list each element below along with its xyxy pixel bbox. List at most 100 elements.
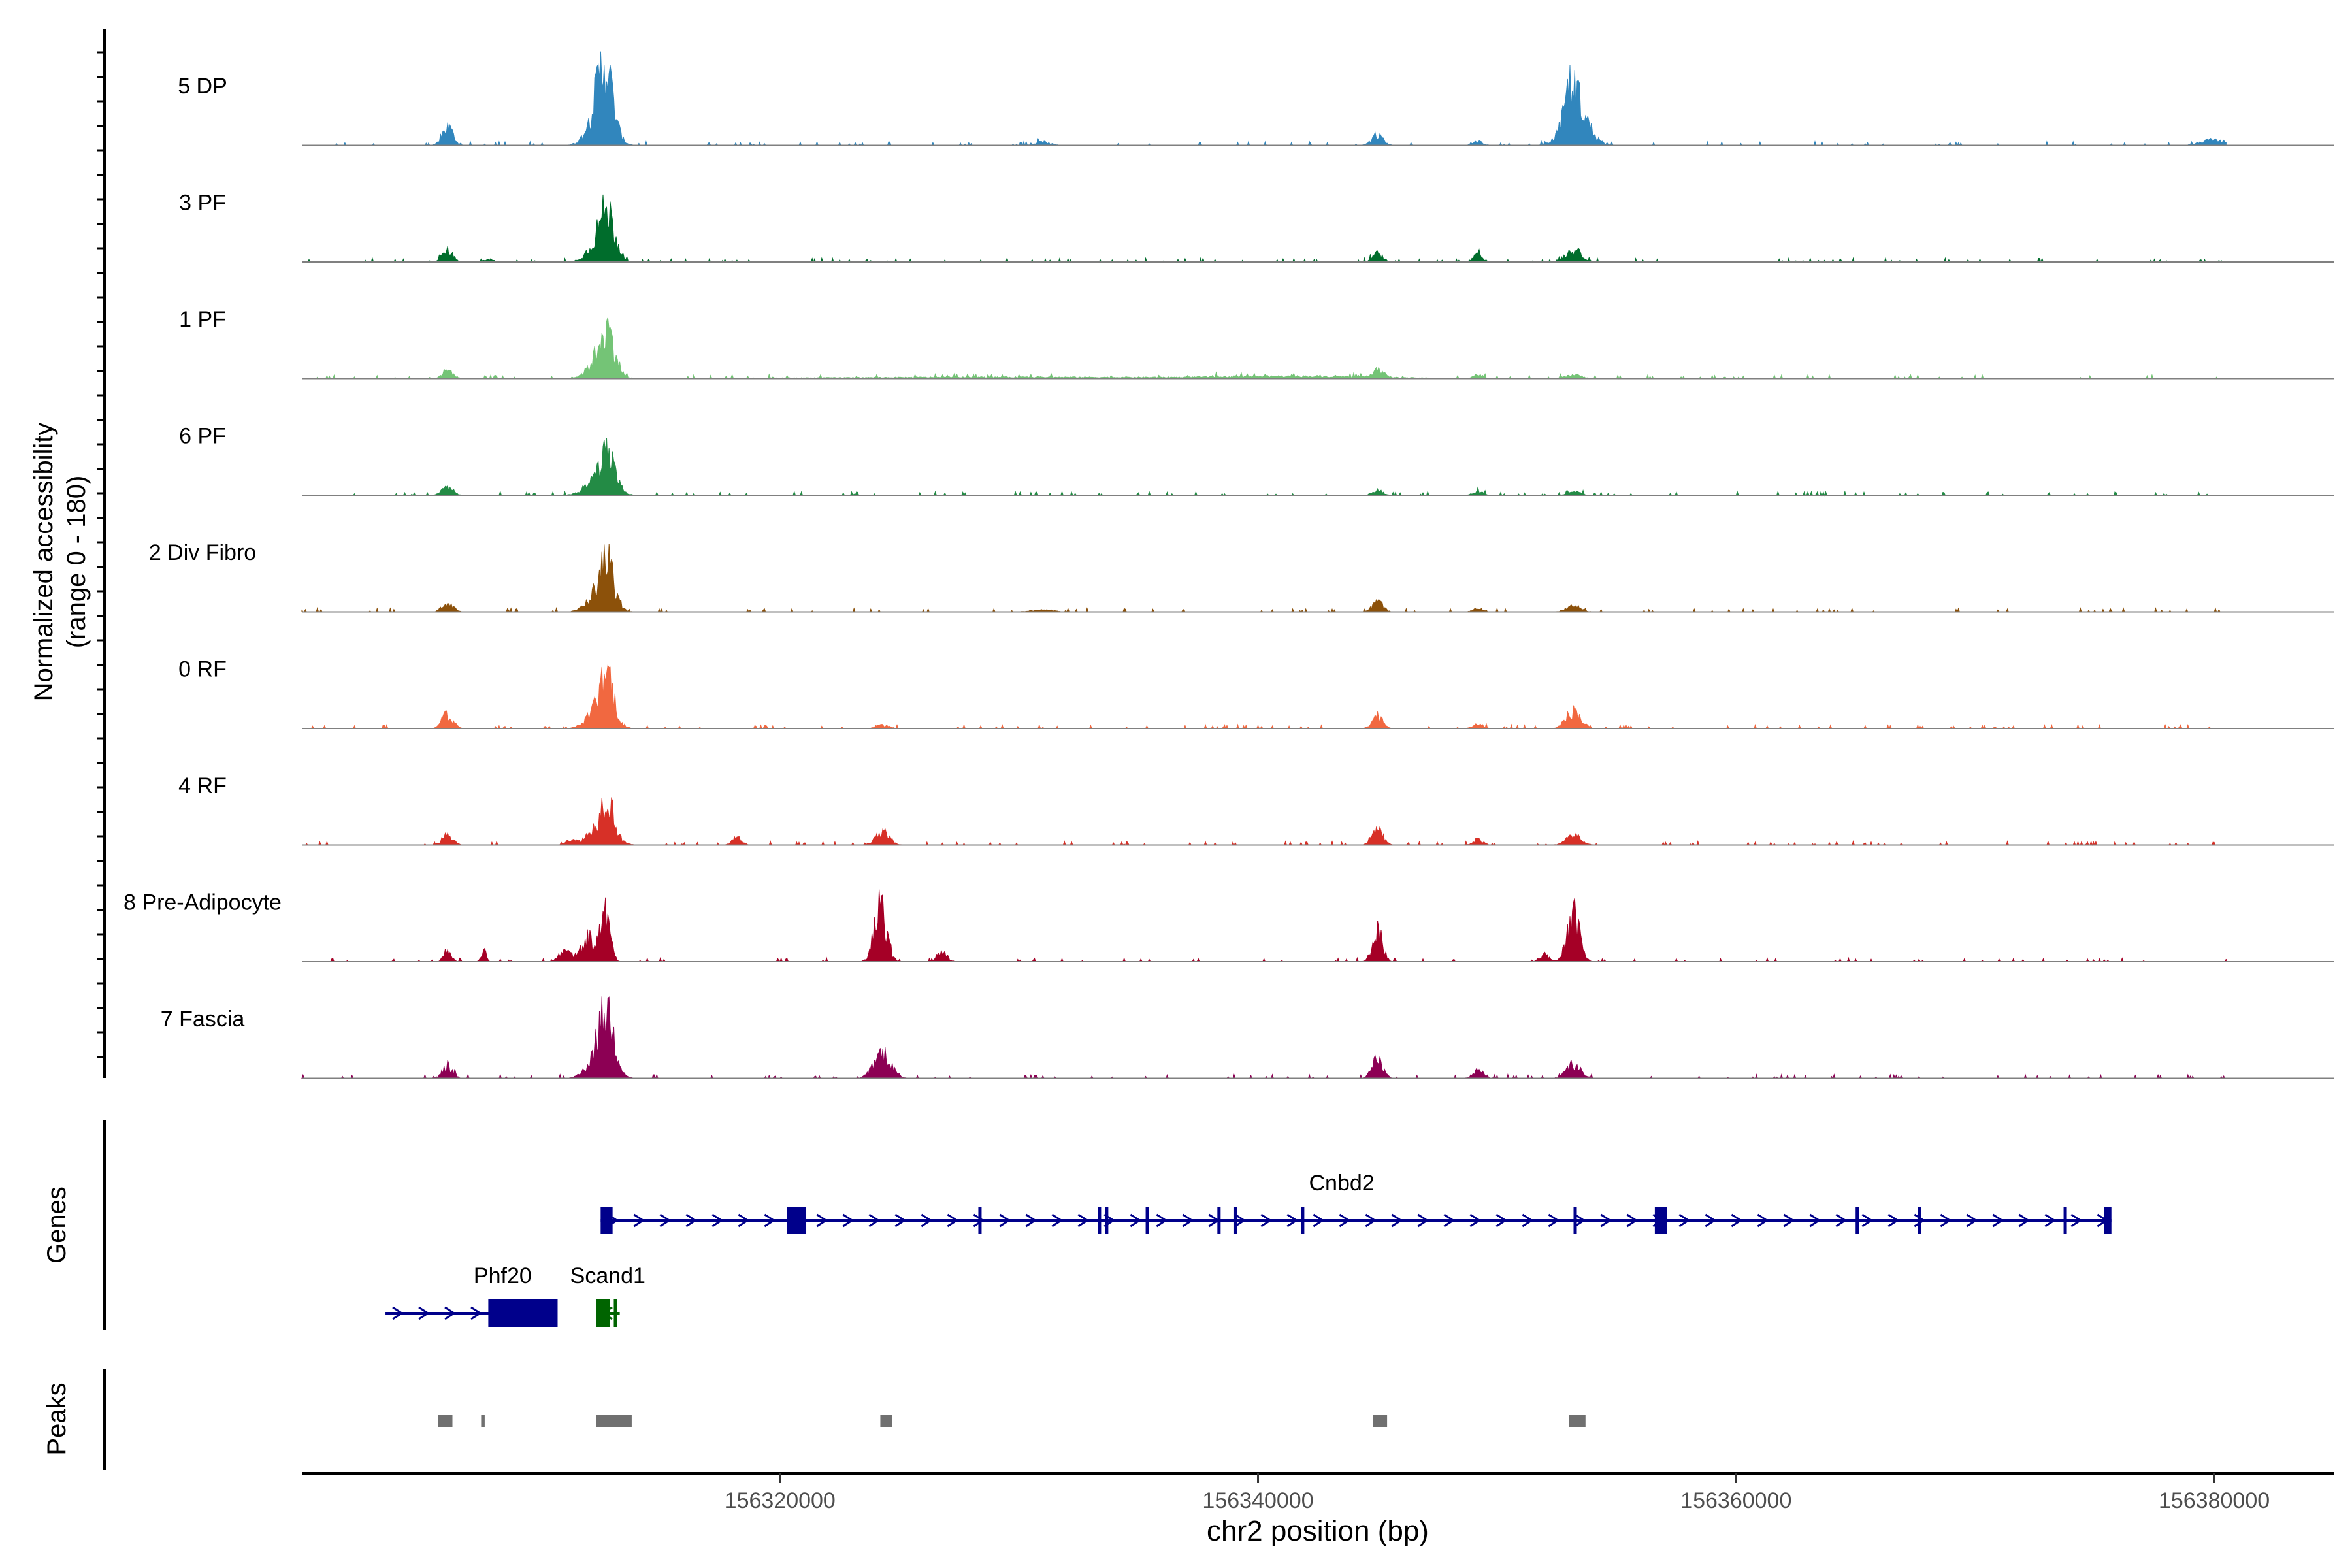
gene-scand1: Scand1 — [570, 1264, 645, 1327]
strand-arrow — [1443, 1213, 1456, 1228]
peak-region — [596, 1415, 632, 1427]
strand-arrow — [1966, 1213, 1978, 1228]
strand-arrow — [973, 1213, 985, 1228]
strand-arrow — [1861, 1213, 1874, 1228]
y-axis-title-line2: (range 0 - 180) — [62, 476, 91, 649]
gene-exon — [1217, 1207, 1221, 1234]
genes-track: Genes Cnbd2 Phf20 Scand1 — [42, 1120, 2112, 1330]
y-axis-title-line1: Normalized accessibility — [29, 423, 58, 702]
y-axis-ticks — [97, 51, 105, 1058]
gene-cnbd2: Cnbd2 — [600, 1171, 2112, 1234]
strand-arrow — [947, 1213, 959, 1228]
coverage-track-7: 4 RF — [178, 774, 2334, 847]
strand-arrow — [999, 1213, 1011, 1228]
strand-arrow — [1417, 1213, 1429, 1228]
peak-region — [1373, 1415, 1388, 1427]
genes-track-label: Genes — [42, 1186, 71, 1264]
y-axis: Normalized accessibility (range 0 - 180) — [29, 29, 106, 1078]
peak-region — [481, 1415, 485, 1427]
track-label: 4 RF — [178, 774, 227, 798]
x-axis-title: chr2 position (bp) — [1207, 1515, 1429, 1547]
peak-region — [1569, 1415, 1586, 1427]
strand-arrow — [738, 1213, 750, 1228]
strand-arrow — [1469, 1213, 1482, 1228]
strand-arrow — [418, 1306, 430, 1320]
x-tick-label: 156360000 — [1680, 1488, 1791, 1513]
strand-arrow — [816, 1213, 828, 1228]
track-label: 2 Div Fibro — [149, 540, 256, 565]
gene-name-label: Scand1 — [570, 1264, 645, 1288]
gene-exon — [1573, 1207, 1577, 1234]
coverage-track-2: 3 PF — [179, 191, 2334, 263]
strand-arrow — [1365, 1213, 1377, 1228]
strand-arrow — [444, 1306, 456, 1320]
peaks-track-label: Peaks — [42, 1382, 71, 1455]
gene-name-label: Cnbd2 — [1309, 1171, 1374, 1196]
gene-exon — [1918, 1207, 1921, 1234]
gene-exon — [596, 1299, 610, 1327]
x-tick-label: 156320000 — [725, 1488, 836, 1513]
strand-arrow — [1391, 1213, 1403, 1228]
strand-arrow — [711, 1213, 724, 1228]
strand-arrow — [1574, 1213, 1586, 1228]
coverage-track-3: 1 PF — [179, 307, 2334, 380]
strand-arrow — [868, 1213, 881, 1228]
strand-arrow — [1077, 1213, 1090, 1228]
strand-arrow — [685, 1213, 698, 1228]
gene-exon — [787, 1207, 807, 1234]
x-axis-ticks: 156320000 156340000 156360000 156380000 — [725, 1473, 2270, 1513]
track-label: 7 Fascia — [161, 1007, 245, 1032]
strand-arrow — [1548, 1213, 1560, 1228]
strand-arrow — [1992, 1213, 2004, 1228]
track-label: 3 PF — [179, 191, 226, 216]
coverage-track-8: 8 Pre-Adipocyte — [123, 889, 2334, 963]
gene-exon — [1654, 1207, 1667, 1234]
strand-arrow — [1940, 1213, 1952, 1228]
gene-exon — [613, 1299, 617, 1327]
strand-arrow — [1182, 1213, 1194, 1228]
gene-models: Cnbd2 Phf20 Scand1 — [385, 1171, 2112, 1327]
coverage-track-4: 6 PF — [179, 424, 2334, 497]
coverage-track-9: 7 Fascia — [161, 996, 2334, 1080]
strand-arrow — [1835, 1213, 1848, 1228]
gene-phf20: Phf20 — [385, 1264, 558, 1327]
strand-arrow — [2018, 1213, 2031, 1228]
track-label: 8 Pre-Adipocyte — [123, 890, 282, 915]
coverage-tracks: 5 DP 3 PF 1 PF 6 PF 2 Div Fibro 0 RF 4 RF 8 Pre… — [123, 51, 2334, 1080]
strand-arrow — [1678, 1213, 1691, 1228]
strand-arrow — [659, 1213, 672, 1228]
strand-arrow — [842, 1213, 855, 1228]
strand-arrow — [1130, 1213, 1142, 1228]
track-label: 0 RF — [178, 657, 227, 682]
gene-exon — [488, 1299, 558, 1327]
gene-exon — [2063, 1207, 2067, 1234]
strand-arrow — [1156, 1213, 1168, 1228]
x-tick-label: 156340000 — [1202, 1488, 1313, 1513]
gene-exon — [2104, 1207, 2112, 1234]
track-label: 1 PF — [179, 307, 226, 332]
strand-arrow — [1783, 1213, 1795, 1228]
strand-arrow — [1051, 1213, 1064, 1228]
strand-arrow — [1705, 1213, 1717, 1228]
coverage-track-6: 0 RF — [178, 657, 2334, 730]
strand-arrow — [1313, 1213, 1325, 1228]
track-label: 5 DP — [178, 74, 227, 99]
strand-arrow — [2070, 1213, 2083, 1228]
strand-arrow — [1495, 1213, 1508, 1228]
gene-exon — [1105, 1207, 1109, 1234]
x-axis: 156320000 156340000 156360000 156380000 chr… — [302, 1472, 2334, 1547]
strand-arrow — [1234, 1213, 1247, 1228]
strand-arrow — [2044, 1213, 2057, 1228]
strand-arrow — [1757, 1213, 1769, 1228]
gene-name-label: Phf20 — [474, 1264, 532, 1288]
track-label: 6 PF — [179, 424, 226, 449]
coverage-track-5: 2 Div Fibro — [149, 540, 2334, 613]
gene-exon — [1301, 1207, 1305, 1234]
strand-arrow — [392, 1306, 404, 1320]
strand-arrow — [1626, 1213, 1639, 1228]
gene-exon — [1145, 1207, 1149, 1234]
gene-exon — [1098, 1207, 1102, 1234]
strand-arrow — [1522, 1213, 1534, 1228]
